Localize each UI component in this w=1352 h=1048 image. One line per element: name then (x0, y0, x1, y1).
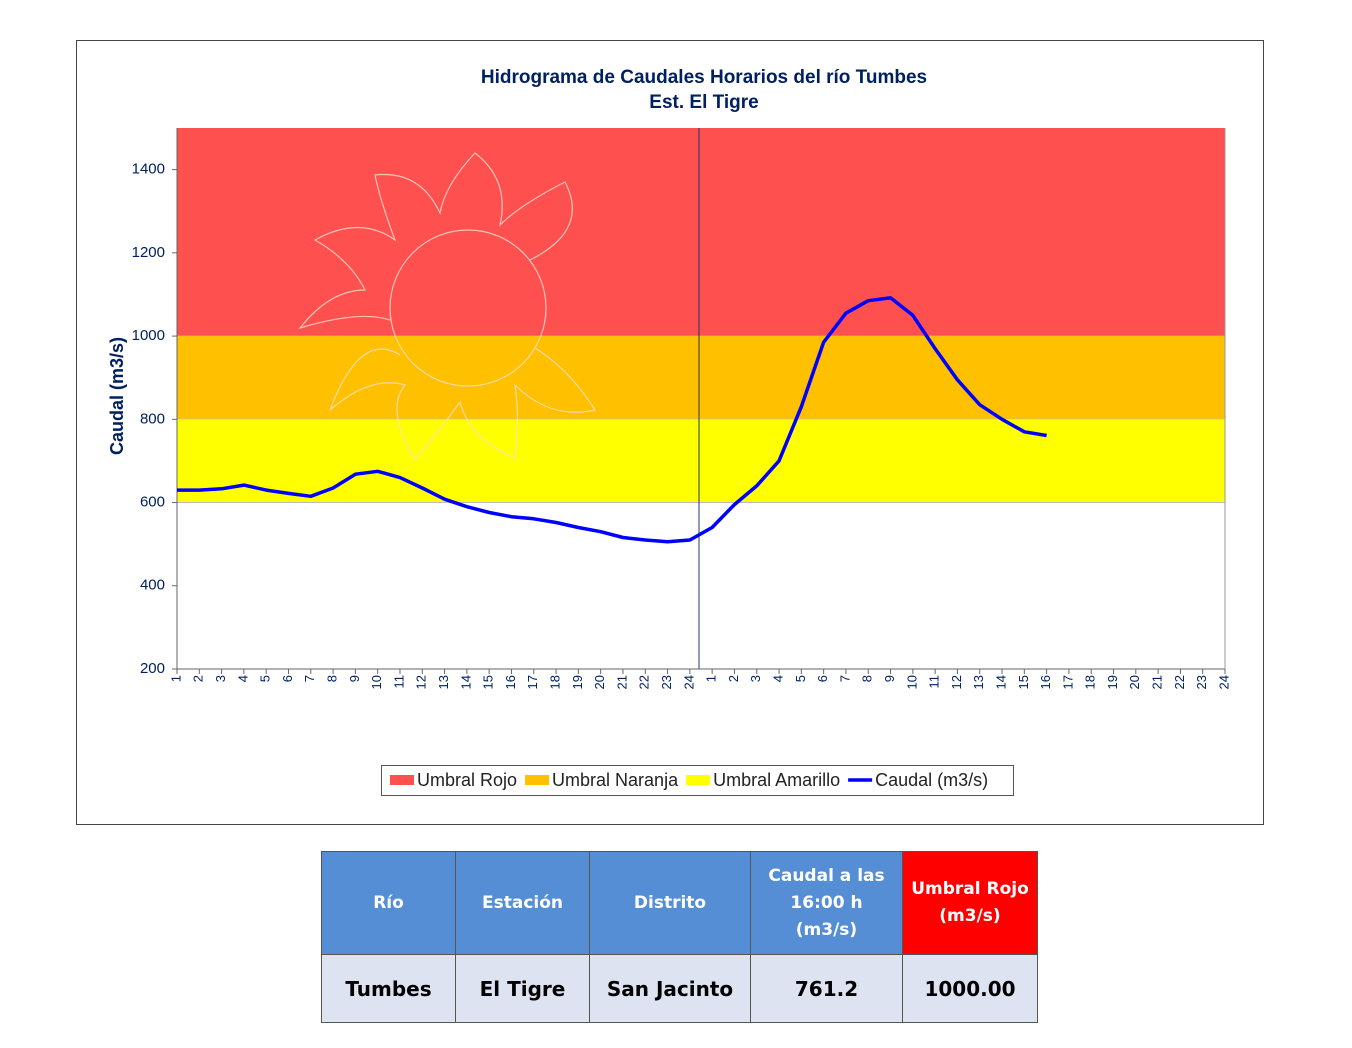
chart: Hidrograma de Caudales Horarios del río … (76, 40, 1264, 825)
y-tick-label: 1200 (132, 244, 165, 261)
x-tick-label: 2 (726, 675, 741, 682)
legend-swatch (390, 775, 414, 785)
x-tick-label: 20 (592, 675, 607, 689)
x-tick-label: 11 (391, 675, 406, 689)
x-tick-label: 23 (659, 675, 674, 689)
table-header: Estación (455, 851, 590, 955)
x-tick-label: 6 (280, 675, 295, 682)
threshold-band (177, 419, 1225, 503)
legend-label: Umbral Amarillo (713, 770, 840, 790)
y-tick-label: 1400 (132, 161, 165, 178)
legend-swatch (525, 775, 550, 785)
legend-label: Caudal (m3/s) (875, 770, 988, 790)
x-tick-label: 12 (414, 675, 429, 689)
x-tick-label: 6 (815, 675, 830, 682)
y-axis-label: Caudal (m3/s) (107, 337, 127, 455)
x-tick-label: 16 (503, 675, 518, 689)
y-tick-label: 200 (140, 660, 165, 677)
x-tick-label: 19 (570, 675, 585, 689)
threshold-band (177, 336, 1225, 420)
x-tick-label: 15 (481, 675, 496, 689)
table-header: Río (321, 851, 456, 955)
x-tick-label: 3 (213, 675, 228, 682)
legend-label: Umbral Naranja (552, 770, 679, 790)
x-tick-label: 13 (971, 675, 986, 689)
table-cell: San Jacinto (589, 954, 751, 1023)
table-header: Caudal a las 16:00 h (m3/s) (750, 851, 903, 955)
x-tick-label: 20 (1127, 675, 1142, 689)
x-tick-label: 10 (369, 675, 384, 689)
watermark (298, 152, 596, 462)
x-tick-label: 19 (1105, 675, 1120, 689)
table-header: Distrito (589, 851, 751, 955)
x-tick-label: 7 (302, 675, 317, 682)
x-tick-label: 24 (681, 675, 696, 689)
x-tick-label: 24 (1216, 675, 1231, 689)
x-tick-label: 21 (614, 675, 629, 689)
x-tick-label: 17 (1060, 675, 1075, 689)
y-tick-label: 400 (140, 577, 165, 594)
table-cell: El Tigre (455, 954, 590, 1023)
x-tick-label: 4 (770, 675, 785, 682)
x-tick-label: 2 (191, 675, 206, 682)
table-cell: Tumbes (321, 954, 456, 1023)
x-tick-label: 13 (436, 675, 451, 689)
table-cell: 1000.00 (902, 954, 1038, 1023)
x-tick-label: 14 (458, 675, 473, 689)
x-tick-label: 8 (860, 675, 875, 682)
x-tick-label: 22 (637, 675, 652, 689)
x-tick-label: 22 (1172, 675, 1187, 689)
x-tick-label: 1 (704, 675, 719, 682)
x-tick-label: 11 (927, 675, 942, 689)
table-header: Umbral Rojo (m3/s) (902, 851, 1038, 955)
x-tick-label: 17 (525, 675, 540, 689)
x-tick-label: 21 (1150, 675, 1165, 689)
table-cell: 761.2 (750, 954, 903, 1023)
chart-title: Hidrograma de Caudales Horarios del río … (481, 67, 927, 88)
summary-table: Río Estación Distrito Caudal a las 16:00… (321, 851, 1038, 1023)
x-tick-label: 4 (235, 675, 250, 682)
threshold-band (177, 128, 1225, 337)
x-tick-label: 12 (949, 675, 964, 689)
x-tick-label: 14 (993, 675, 1008, 689)
y-tick-label: 600 (140, 494, 165, 511)
chart-subtitle: Est. El Tigre (649, 92, 758, 113)
x-tick-label: 23 (1194, 675, 1209, 689)
x-tick-label: 7 (837, 675, 852, 682)
x-tick-label: 5 (793, 675, 808, 682)
y-tick-label: 800 (140, 410, 165, 427)
x-tick-label: 9 (882, 675, 897, 682)
x-tick-label: 10 (904, 675, 919, 689)
x-tick-label: 8 (325, 675, 340, 682)
y-tick-label: 1000 (132, 327, 165, 344)
legend-swatch (686, 775, 711, 785)
x-tick-label: 5 (258, 675, 273, 682)
x-tick-label: 3 (748, 675, 763, 682)
x-tick-label: 18 (548, 675, 563, 689)
x-tick-label: 16 (1038, 675, 1053, 689)
x-tick-label: 18 (1083, 675, 1098, 689)
legend-label: Umbral Rojo (417, 770, 517, 790)
flow-line (177, 296, 1047, 544)
x-tick-label: 1 (168, 675, 183, 682)
x-tick-label: 9 (347, 675, 362, 682)
x-tick-label: 15 (1016, 675, 1031, 689)
